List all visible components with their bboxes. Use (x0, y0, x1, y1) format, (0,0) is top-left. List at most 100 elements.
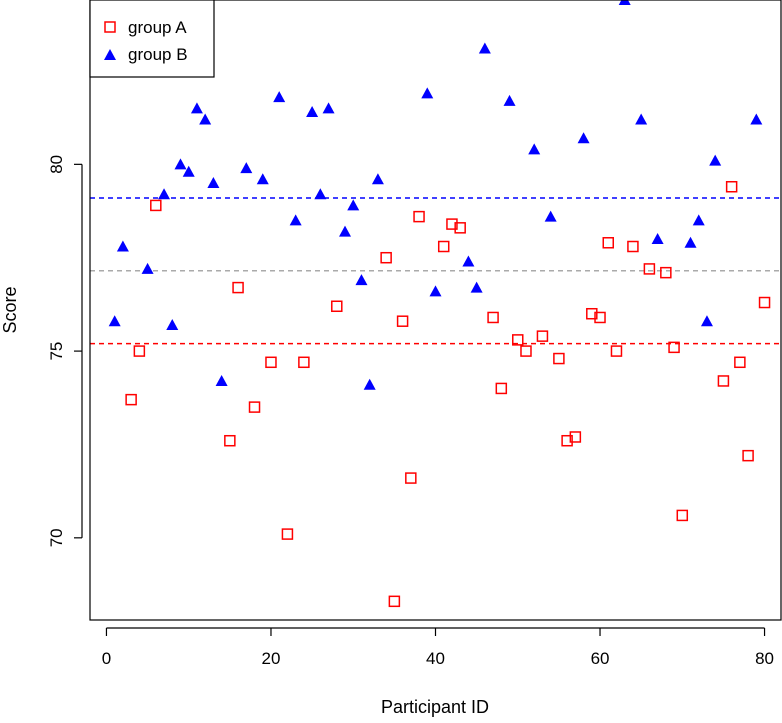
x-axis: 0 20 40 60 80 (102, 627, 774, 668)
x-axis-label: Participant ID (381, 697, 489, 717)
point-group-a-0 (125, 393, 137, 406)
point-group-a-13 (405, 472, 417, 484)
point-group-a-17 (454, 222, 466, 234)
point-group-a-30 (627, 240, 639, 253)
point-group-a-15 (437, 240, 450, 253)
point-group-b-33 (635, 113, 648, 125)
point-group-a-38 (742, 449, 754, 462)
point-group-a-33 (668, 341, 680, 354)
point-group-b-28 (503, 94, 516, 106)
point-group-b-10 (215, 374, 228, 386)
data-points (108, 0, 771, 608)
point-group-a-28 (602, 237, 614, 249)
point-group-a-9 (331, 300, 343, 313)
reference-lines (90, 197, 781, 345)
point-group-b-5 (174, 158, 187, 170)
point-group-a-8 (298, 356, 310, 369)
point-group-b-36 (692, 214, 705, 226)
point-group-b-3 (158, 188, 171, 200)
x-tick-label-80: 80 (755, 649, 774, 668)
point-group-a-35 (717, 375, 730, 387)
point-group-a-3 (224, 434, 236, 447)
point-group-a-19 (495, 382, 508, 395)
point-group-a-18 (487, 311, 499, 324)
point-group-a-37 (734, 356, 746, 369)
point-group-b-4 (166, 318, 179, 330)
point-group-a-24 (561, 434, 573, 447)
point-group-b-8 (199, 113, 212, 125)
point-group-b-11 (240, 162, 253, 174)
point-group-a-5 (248, 401, 261, 413)
point-group-b-7 (190, 102, 203, 114)
point-group-b-19 (347, 199, 360, 211)
y-tick-label-70: 70 (47, 528, 66, 547)
plot-frame (89, 0, 782, 621)
point-group-b-20 (355, 274, 368, 286)
point-group-b-12 (256, 173, 269, 185)
legend-label-group-a: group A (128, 18, 187, 37)
point-group-b-31 (577, 132, 590, 144)
point-group-a-2 (150, 199, 162, 212)
point-group-b-25 (462, 255, 475, 267)
point-group-a-36 (725, 180, 738, 193)
point-group-a-39 (758, 296, 771, 309)
point-group-a-22 (536, 330, 549, 342)
point-group-b-2 (141, 262, 154, 274)
point-group-a-34 (676, 509, 689, 522)
point-group-a-23 (553, 352, 565, 365)
point-group-a-25 (569, 431, 582, 443)
point-group-a-7 (281, 528, 294, 540)
point-group-b-24 (429, 285, 442, 297)
y-tick-label-75: 75 (47, 342, 66, 361)
point-group-a-11 (388, 595, 401, 608)
point-group-a-6 (265, 356, 277, 369)
point-group-b-15 (306, 106, 319, 118)
point-group-b-29 (528, 143, 541, 155)
legend-item-group-a: group A (104, 18, 187, 37)
point-group-a-29 (610, 345, 623, 357)
point-group-b-34 (651, 233, 664, 245)
x-tick-label-20: 20 (262, 649, 281, 668)
legend-box (89, 0, 215, 78)
point-group-b-39 (750, 113, 763, 125)
point-group-b-22 (371, 173, 384, 185)
y-tick-label-80: 80 (47, 155, 66, 174)
point-group-b-27 (478, 42, 491, 54)
point-group-b-0 (108, 315, 121, 327)
point-group-b-13 (273, 91, 286, 103)
point-group-b-35 (684, 236, 697, 248)
point-group-a-31 (643, 263, 656, 275)
point-group-a-21 (520, 345, 532, 357)
point-group-b-6 (182, 165, 195, 177)
point-group-a-27 (594, 311, 606, 324)
point-group-b-38 (709, 154, 722, 166)
legend-swatch-group-a (104, 21, 116, 33)
point-group-a-32 (660, 266, 672, 279)
legend-item-group-b: group B (104, 45, 188, 64)
point-group-a-20 (512, 334, 524, 346)
legend-swatch-group-b (104, 49, 116, 60)
legend: group A group B (89, 0, 215, 78)
point-group-b-16 (314, 188, 327, 200)
point-group-b-37 (700, 315, 713, 327)
point-group-a-12 (396, 315, 409, 327)
point-group-a-4 (232, 281, 244, 294)
point-group-b-14 (289, 214, 302, 226)
point-group-b-21 (363, 378, 376, 390)
point-group-b-18 (339, 225, 352, 237)
point-group-b-30 (544, 210, 557, 222)
y-axis: 70 75 80 (47, 155, 83, 547)
point-group-b-9 (207, 177, 220, 189)
point-group-b-23 (421, 87, 434, 99)
point-group-a-26 (586, 307, 598, 320)
x-tick-label-0: 0 (102, 649, 111, 668)
x-tick-label-60: 60 (591, 649, 610, 668)
point-group-a-14 (413, 210, 425, 223)
point-group-b-17 (322, 102, 335, 114)
point-group-b-32 (618, 0, 631, 5)
y-axis-label: Score (0, 286, 20, 333)
point-group-a-16 (446, 218, 458, 230)
legend-label-group-b: group B (128, 45, 188, 64)
